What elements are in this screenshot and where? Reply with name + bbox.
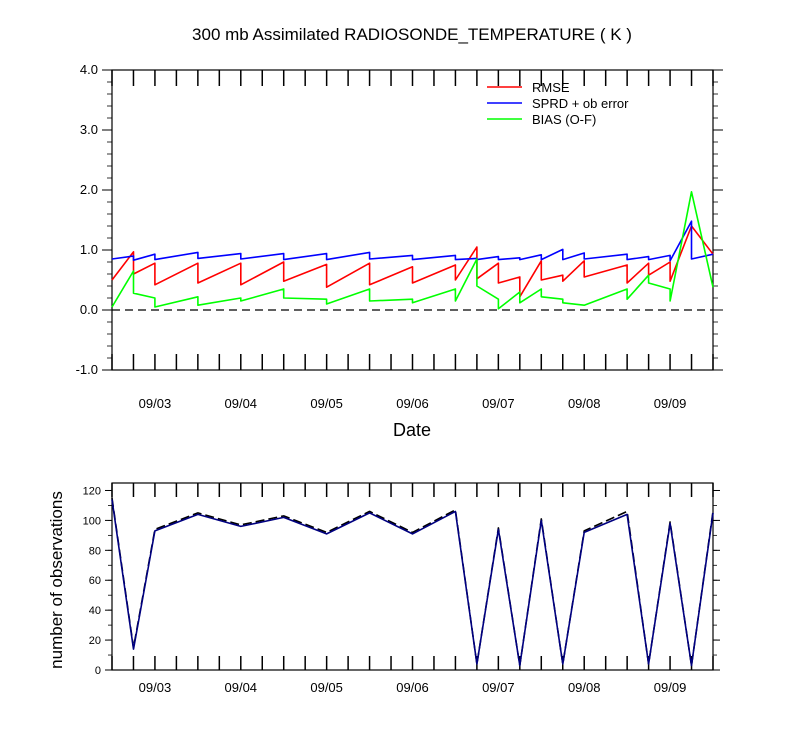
series-line-bias-o-f (111, 191, 714, 310)
y-tick-label: 1.0 (80, 242, 98, 257)
x-tick-label: 09/05 (310, 680, 343, 695)
legend-entry: RMSE (532, 80, 570, 95)
series-line-used (111, 499, 714, 667)
legend-entry: BIAS (O-F) (532, 112, 596, 127)
x-tick-label: 09/04 (225, 680, 258, 695)
plot-frame (111, 69, 714, 371)
y-tick-label: 0 (95, 665, 101, 677)
y-tick-label: 20 (89, 635, 101, 647)
y-tick-label: 4.0 (80, 62, 98, 77)
bottom-plot: 0 20 40 60 80 100 120 09/03 09/04 09/05 09/06 09/07… (83, 482, 720, 695)
x-tick-label: 09/06 (396, 680, 429, 695)
x-tick-label: 09/09 (654, 680, 687, 695)
x-axis-label: Date (393, 420, 431, 440)
x-tick-label: 09/04 (225, 396, 258, 411)
y-axis-label-observations: number of observations (47, 491, 66, 669)
x-tick-label: 09/08 (568, 396, 601, 411)
series-line-sprd-ob-error (111, 220, 714, 262)
plot-frame (111, 482, 714, 671)
y-tick-label: -1.0 (76, 362, 98, 377)
chart-title: 300 mb Assimilated RADIOSONDE_TEMPERATUR… (192, 25, 632, 44)
y-tick-label: 3.0 (80, 122, 98, 137)
x-tick-label: 09/07 (482, 396, 515, 411)
y-tick-label: 40 (89, 605, 101, 617)
x-tick-label: 09/09 (654, 396, 687, 411)
top-plot: -1.0 0.0 1.0 2.0 3.0 4.0 09/03 09/04 09/05 09/06 0… (76, 62, 723, 411)
x-tick-label: 09/08 (568, 680, 601, 695)
x-tick-label: 09/05 (310, 396, 343, 411)
x-tick-label: 09/03 (139, 396, 172, 411)
x-tick-label: 09/03 (139, 680, 172, 695)
y-tick-label: 80 (89, 545, 101, 557)
x-tick-label: 09/06 (396, 396, 429, 411)
series-line-rmse (111, 225, 714, 298)
series-line-possible (111, 497, 714, 667)
y-tick-label: 2.0 (80, 182, 98, 197)
legend-entry: SPRD + ob error (532, 96, 629, 111)
y-tick-label: 120 (83, 485, 101, 497)
y-tick-label: 60 (89, 575, 101, 587)
y-tick-label: 100 (83, 515, 101, 527)
x-tick-label: 09/07 (482, 680, 515, 695)
y-tick-label: 0.0 (80, 302, 98, 317)
